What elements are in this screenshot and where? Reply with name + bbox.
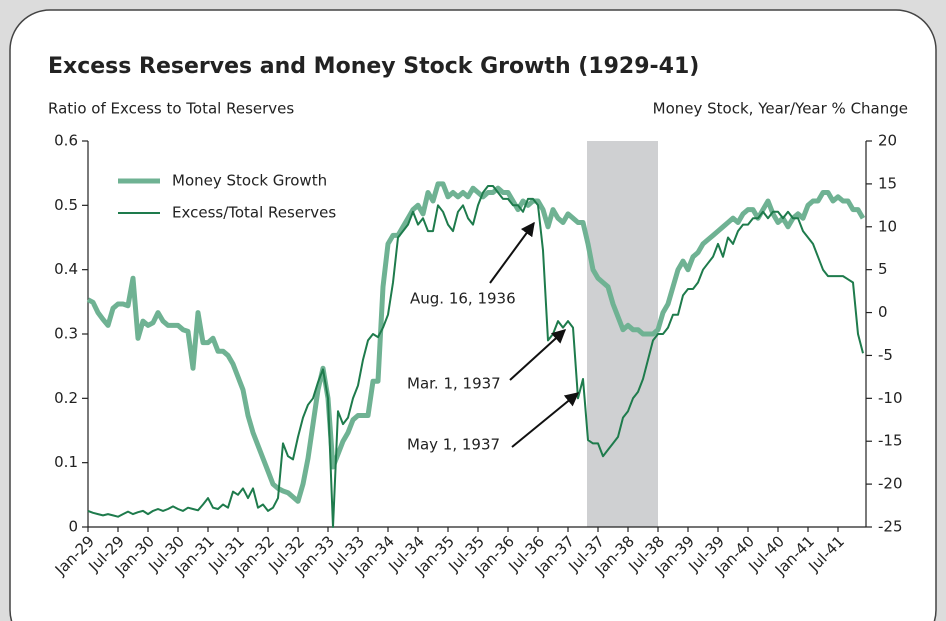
y2-tick-label: 15 bbox=[878, 174, 897, 192]
series-line bbox=[87, 185, 864, 528]
y2-tick-label: -5 bbox=[878, 346, 893, 364]
frame bbox=[9, 9, 937, 621]
y2-tick-label: -10 bbox=[878, 389, 903, 407]
arrow bbox=[511, 392, 580, 448]
y-tick-label: 0.6 bbox=[54, 132, 78, 150]
y2-tick-label: 0 bbox=[878, 303, 888, 321]
y2-tick-label: -25 bbox=[878, 518, 903, 536]
y2-axis-label: Money Stock, Year/Year % Change bbox=[653, 100, 908, 118]
y-tick-label: 0 bbox=[68, 518, 78, 536]
y-tick-label: 0.1 bbox=[54, 453, 78, 471]
series-line bbox=[86, 181, 866, 504]
y-tick-label: 0.3 bbox=[54, 325, 78, 343]
y2-tick-label: -20 bbox=[878, 475, 903, 493]
y2-tick-label: -15 bbox=[878, 432, 903, 450]
arrow bbox=[489, 221, 535, 284]
annotation: Aug. 16, 1936 bbox=[410, 290, 516, 308]
y2-tick-label: 10 bbox=[878, 217, 897, 235]
y2-tick-label: 5 bbox=[878, 260, 888, 278]
y-tick-label: 0.5 bbox=[54, 196, 78, 214]
y2-tick-label: 20 bbox=[878, 132, 897, 150]
legend-label: Money Stock Growth bbox=[172, 172, 327, 190]
chart-title: Excess Reserves and Money Stock Growth (… bbox=[48, 54, 699, 79]
annotations: Aug. 16, 1936 Mar. 1, 1937 May 1, 1937 bbox=[407, 221, 580, 454]
annotation: Mar. 1, 1937 bbox=[407, 375, 501, 393]
y-axis-label: Ratio of Excess to Total Reserves bbox=[48, 100, 294, 118]
y-tick-label: 0.2 bbox=[54, 389, 78, 407]
y-tick-label: 0.4 bbox=[54, 260, 78, 278]
arrow bbox=[509, 329, 567, 381]
annotation: May 1, 1937 bbox=[407, 436, 500, 454]
legend-label: Excess/Total Reserves bbox=[172, 204, 336, 222]
